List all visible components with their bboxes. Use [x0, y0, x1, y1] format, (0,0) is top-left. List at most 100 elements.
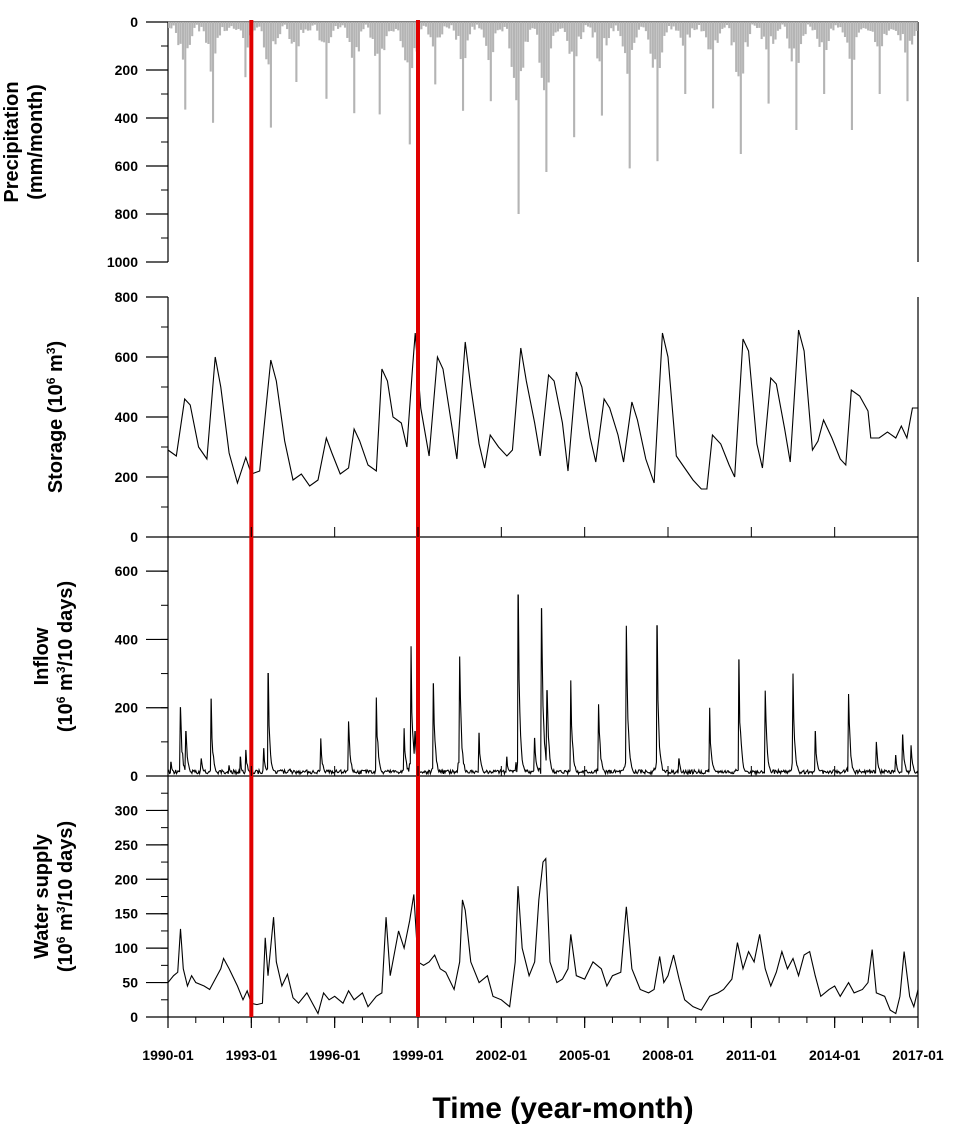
- precip-bar: [647, 22, 650, 40]
- label-superscript: 6: [44, 377, 58, 384]
- precip-bar: [612, 22, 615, 32]
- y-tick-label: 1000: [107, 254, 138, 270]
- precip-bar: [561, 22, 564, 29]
- y-axis-label: Storage (106 m3): [44, 341, 67, 493]
- precip-bar: [644, 22, 647, 32]
- precip-bar: [725, 22, 728, 26]
- precip-bar: [508, 22, 511, 49]
- precip-bar: [494, 22, 497, 34]
- precip-bar: [702, 22, 705, 32]
- precip-bar: [607, 22, 610, 39]
- precip-bar: [281, 22, 284, 27]
- precip-bar: [559, 22, 562, 29]
- precip-bar: [582, 22, 585, 33]
- precip-bar: [728, 22, 731, 29]
- precip-bar: [758, 22, 761, 28]
- y-tick-label: 200: [115, 871, 139, 887]
- storage-line: [167, 329, 918, 490]
- precip-bar: [864, 22, 867, 29]
- precip-bar: [413, 22, 416, 49]
- label-text: Precipitation: [1, 81, 23, 202]
- precip-bar: [598, 22, 601, 62]
- precip-bar: [376, 22, 379, 54]
- x-tick-label: 1993-01: [226, 1047, 278, 1063]
- label-text: ): [45, 341, 67, 348]
- precip-bar: [401, 22, 404, 48]
- x-tick-label: 1990-01: [142, 1047, 194, 1063]
- y-tick-label: 100: [115, 940, 139, 956]
- precip-bar: [265, 22, 268, 60]
- precip-bar: [853, 22, 856, 60]
- precip-bar: [316, 22, 319, 31]
- precip-bar: [846, 22, 849, 43]
- y-tick-label: 800: [115, 206, 139, 222]
- y-axis-label: Precipitation: [1, 81, 23, 202]
- precip-bar: [223, 22, 226, 32]
- y-tick-label: 150: [115, 906, 139, 922]
- precip-bar: [297, 22, 300, 47]
- precip-bar: [244, 22, 247, 78]
- label-text: m: [55, 673, 77, 696]
- precip-bar: [755, 22, 759, 29]
- precip-bar: [168, 22, 171, 28]
- precip-bar: [746, 22, 749, 47]
- precip-bar: [556, 22, 560, 32]
- precip-bar: [691, 22, 694, 29]
- precip-bar: [193, 22, 196, 28]
- precip-bar: [424, 22, 428, 27]
- precip-bar: [901, 22, 904, 35]
- precip-bar: [552, 22, 555, 36]
- precip-bar: [343, 22, 347, 28]
- precip-bar: [637, 22, 641, 30]
- precip-bar: [195, 22, 198, 25]
- precip-bar: [438, 22, 441, 38]
- precip-bar: [214, 22, 217, 54]
- precip-bar: [586, 22, 590, 27]
- precip-bar: [374, 22, 377, 56]
- label-text: Storage (10: [45, 384, 67, 493]
- precip-bar: [505, 22, 509, 29]
- precip-bar: [749, 22, 752, 35]
- precip-bar: [575, 22, 578, 57]
- y-tick-label: 800: [115, 289, 139, 305]
- precip-bar: [855, 22, 858, 38]
- highlight-layer: [249, 20, 420, 1017]
- precip-bar: [443, 22, 446, 27]
- precip-bar: [753, 22, 756, 26]
- precip-bar: [772, 22, 775, 44]
- precip-bar: [693, 22, 696, 31]
- precip-bar: [774, 22, 777, 40]
- precip-bar: [589, 22, 592, 28]
- precip-bar: [654, 22, 657, 60]
- precip-bar: [839, 22, 842, 28]
- precip-bar: [186, 22, 189, 49]
- inflow-line: [167, 594, 919, 777]
- precip-bar: [626, 22, 629, 74]
- precip-bar: [894, 22, 897, 31]
- precip-bar: [341, 22, 344, 26]
- precip-bar: [593, 22, 597, 33]
- precip-bar: [600, 22, 603, 116]
- precip-bar: [538, 22, 541, 63]
- precip-bar: [302, 22, 305, 33]
- y-axis-label: (106 m3/10 days): [54, 821, 77, 972]
- x-tick-label: 2011-01: [726, 1047, 777, 1063]
- precip-bar: [397, 22, 400, 31]
- precip-bar: [510, 22, 513, 67]
- precip-bar: [279, 22, 282, 35]
- precip-bar: [897, 22, 900, 36]
- label-text: (10: [55, 703, 77, 732]
- precip-bar: [695, 22, 698, 30]
- y-tick-label: 0: [130, 14, 138, 30]
- precip-bar: [531, 22, 534, 29]
- label-superscript: 3: [54, 666, 68, 673]
- precip-bar: [441, 22, 444, 35]
- precip-bar: [205, 22, 208, 43]
- precip-bar: [478, 22, 481, 29]
- precip-bar: [501, 22, 504, 32]
- precip-bar: [459, 22, 462, 60]
- precip-bar: [617, 22, 620, 31]
- precip-bar: [790, 22, 793, 62]
- precip-bar: [332, 22, 335, 31]
